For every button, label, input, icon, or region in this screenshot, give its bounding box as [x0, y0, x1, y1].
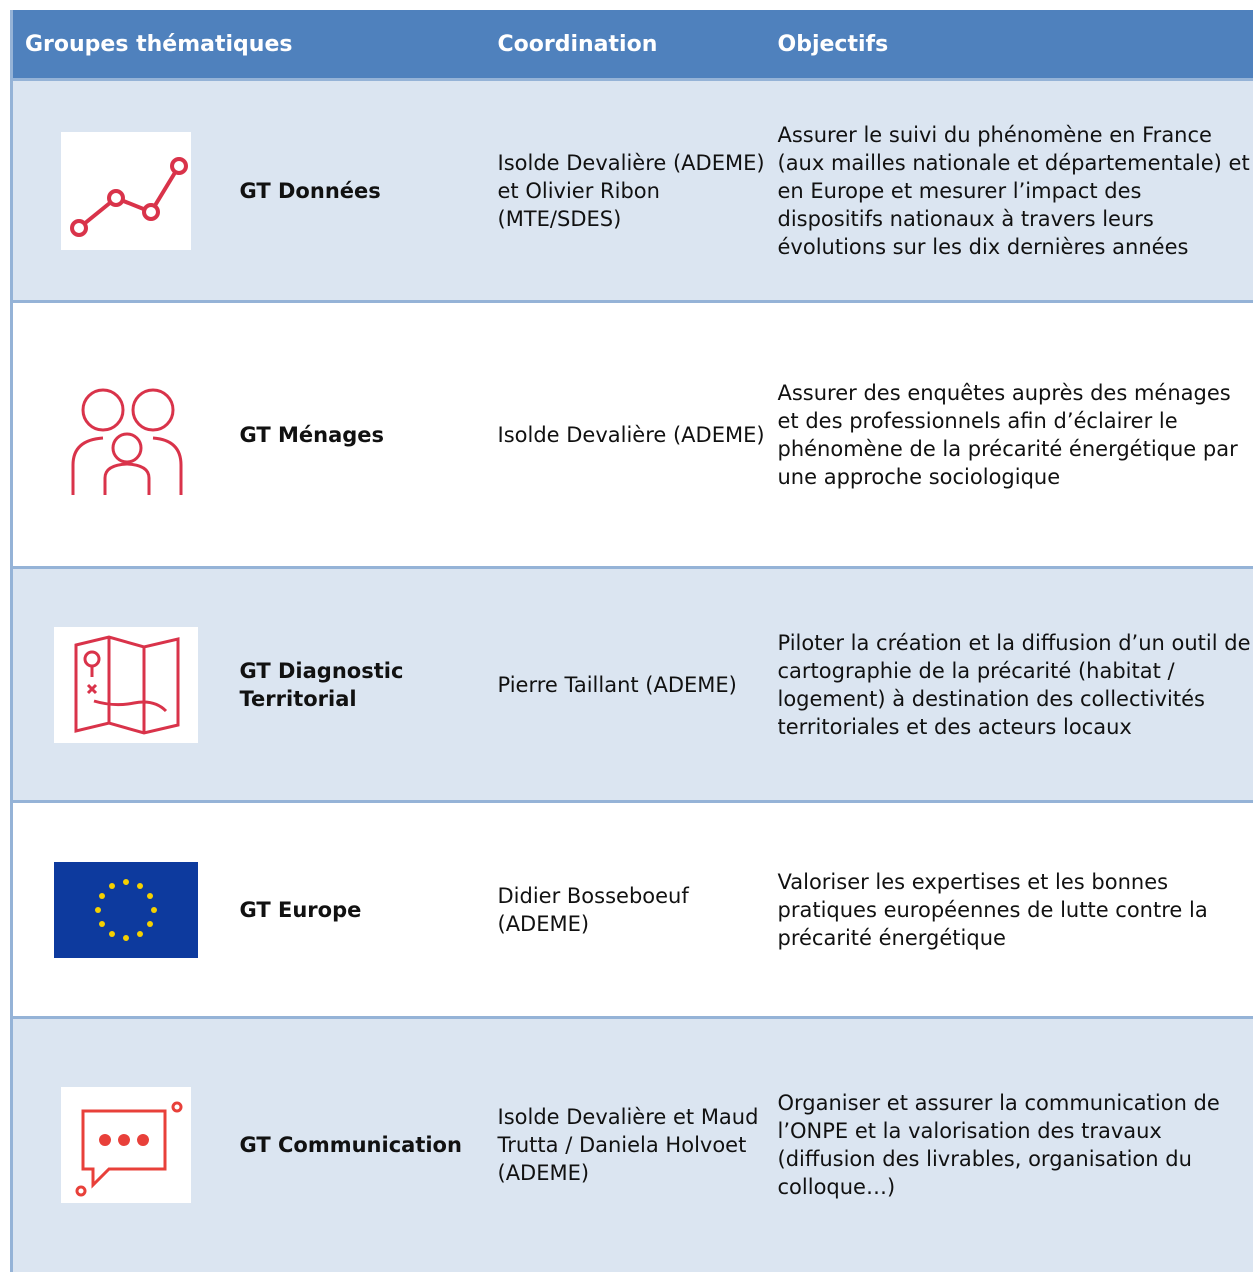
objective: Valoriser les expertises et les bonnes p…	[778, 802, 1253, 1018]
header-cell: Groupes thématiques	[12, 10, 498, 80]
coordination: Pierre Taillant (ADEME)	[498, 568, 778, 802]
coordination: Isolde Devalière et Maud Trutta / Daniel…	[498, 1018, 778, 1272]
coordination: Didier Bosseboeuf (ADEME)	[498, 802, 778, 1018]
icon-cell	[12, 568, 240, 802]
icon-cell	[12, 1018, 240, 1272]
row: GT Europe Didier Bosseboeuf (ADEME) Valo…	[12, 802, 1253, 1018]
group-name: GT Europe	[240, 802, 498, 1018]
group-name: GT Diagnostic Territorial	[240, 568, 498, 802]
family-icon	[61, 370, 191, 500]
coordination: Isolde Devalière (ADEME) et Olivier Ribo…	[498, 80, 778, 302]
group-name: GT Ménages	[240, 302, 498, 568]
group-name: GT Données	[240, 80, 498, 302]
group-name: GT Communication	[240, 1018, 498, 1272]
objective: Assurer le suivi du phénomène en France …	[778, 80, 1253, 302]
icon-cell	[12, 80, 240, 302]
chat-icon	[61, 1087, 191, 1203]
groups-table: Groupes thématiques Coordination Objecti…	[10, 10, 1253, 1272]
row: GT Diagnostic Territorial Pierre Taillan…	[12, 568, 1253, 802]
header-cell: Objectifs	[778, 10, 1253, 80]
row: GT Ménages Isolde Devalière (ADEME) Assu…	[12, 302, 1253, 568]
coordination: Isolde Devalière (ADEME)	[498, 302, 778, 568]
objective: Assurer des enquêtes auprès des ménages …	[778, 302, 1253, 568]
map-icon	[54, 627, 198, 743]
row: GT Données Isolde Devalière (ADEME) et O…	[12, 80, 1253, 302]
row: GT Communication Isolde Devalière et Mau…	[12, 1018, 1253, 1272]
icon-cell	[12, 802, 240, 1018]
icon-cell	[12, 302, 240, 568]
header-row: Groupes thématiques Coordination Objecti…	[12, 10, 1253, 80]
objective: Organiser et assurer la communication de…	[778, 1018, 1253, 1272]
chart-icon	[61, 132, 191, 250]
eu-flag-icon	[54, 862, 198, 958]
objective: Piloter la création et la diffusion d’un…	[778, 568, 1253, 802]
header-cell: Coordination	[498, 10, 778, 80]
